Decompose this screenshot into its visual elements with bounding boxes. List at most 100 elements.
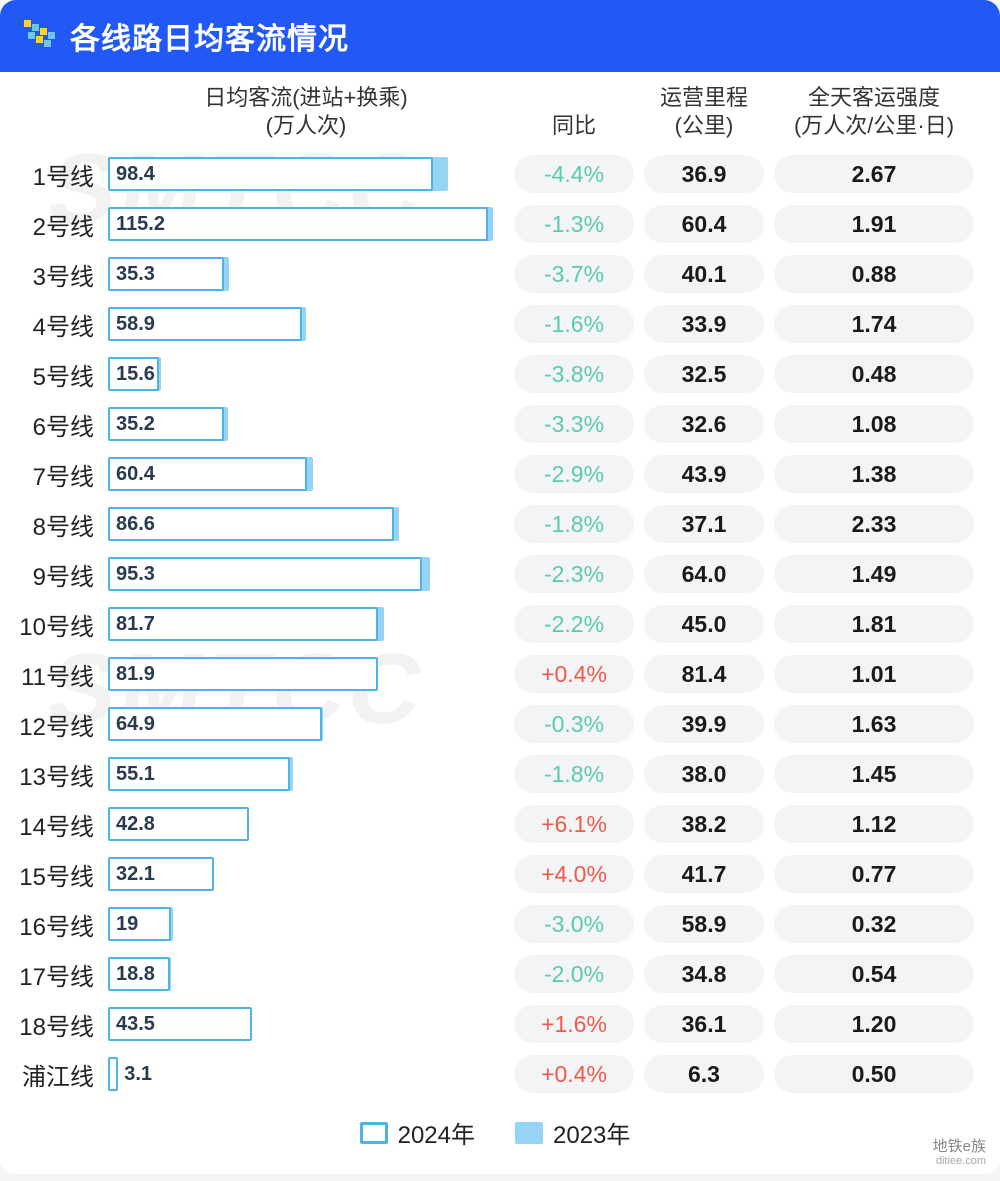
mileage-pill: 38.2 [644, 805, 764, 843]
bar-2024: 60.4 [108, 457, 307, 491]
bar-value: 35.3 [116, 263, 155, 286]
intensity-pill: 0.50 [774, 1055, 974, 1093]
line-name: 4号线 [8, 307, 98, 342]
mileage-pill: 60.4 [644, 205, 764, 243]
bar-2024: 81.7 [108, 607, 378, 641]
intensity-pill: 2.33 [774, 505, 974, 543]
bar-2024: 115.2 [108, 207, 488, 241]
bar-value: 55.1 [116, 763, 155, 786]
bar-cell: 35.2 [108, 407, 504, 441]
mileage-pill: 58.9 [644, 905, 764, 943]
bar-2024: 98.4 [108, 157, 433, 191]
mileage-pill: 32.6 [644, 405, 764, 443]
table-row: 11号线81.9+0.4%81.41.01 [8, 649, 982, 699]
chart-content: SMTCC SMTCC 日均客流(进站+换乘) (万人次) 同比 运营里程 (公… [0, 72, 1000, 1174]
line-name: 11号线 [8, 657, 98, 692]
intensity-pill: 0.54 [774, 955, 974, 993]
bar-cell: 55.1 [108, 757, 504, 791]
bar-cell: 18.8 [108, 957, 504, 991]
table-row: 7号线60.4-2.9%43.91.38 [8, 449, 982, 499]
bar-cell: 81.9 [108, 657, 504, 691]
table-row: 8号线86.6-1.8%37.12.33 [8, 499, 982, 549]
intensity-pill: 1.63 [774, 705, 974, 743]
table-row: 9号线95.3-2.3%64.01.49 [8, 549, 982, 599]
line-name: 18号线 [8, 1007, 98, 1042]
table-row: 12号线64.9-0.3%39.91.63 [8, 699, 982, 749]
intensity-pill: 1.74 [774, 305, 974, 343]
line-name: 8号线 [8, 507, 98, 542]
mileage-pill: 64.0 [644, 555, 764, 593]
bar-value: 95.3 [116, 563, 155, 586]
chart-title: 各线路日均客流情况 [70, 14, 349, 58]
data-rows: 1号线98.4-4.4%36.92.672号线115.2-1.3%60.41.9… [8, 149, 982, 1099]
legend-2024: 2024年 [360, 1115, 475, 1150]
bar-2024: 32.1 [108, 857, 214, 891]
bar-value: 43.5 [116, 1013, 155, 1036]
source-watermark: 地铁e族 ditiee.com [933, 1138, 986, 1168]
bar-cell: 64.9 [108, 707, 504, 741]
bar-2024: 58.9 [108, 307, 302, 341]
intensity-pill: 1.81 [774, 605, 974, 643]
yoy-pill: -1.8% [514, 505, 634, 543]
intensity-pill: 1.08 [774, 405, 974, 443]
bar-2024: 35.2 [108, 407, 224, 441]
bar-2024: 81.9 [108, 657, 378, 691]
yoy-pill: -2.3% [514, 555, 634, 593]
bar-cell: 35.3 [108, 257, 504, 291]
bar-2024 [108, 1057, 118, 1091]
bar-2024: 15.6 [108, 357, 159, 391]
line-name: 14号线 [8, 807, 98, 842]
mileage-pill: 38.0 [644, 755, 764, 793]
line-name: 1号线 [8, 157, 98, 192]
bar-cell: 43.5 [108, 1007, 504, 1041]
bar-value: 64.9 [116, 713, 155, 736]
mileage-pill: 45.0 [644, 605, 764, 643]
mileage-pill: 6.3 [644, 1055, 764, 1093]
col-header-traffic: 日均客流(进站+换乘) (万人次) [108, 84, 504, 139]
mileage-pill: 32.5 [644, 355, 764, 393]
intensity-pill: 1.12 [774, 805, 974, 843]
column-headers: 日均客流(进站+换乘) (万人次) 同比 运营里程 (公里) 全天客运强度 (万… [8, 84, 982, 139]
yoy-pill: -1.6% [514, 305, 634, 343]
yoy-pill: +0.4% [514, 1055, 634, 1093]
line-name: 2号线 [8, 207, 98, 242]
intensity-pill: 0.88 [774, 255, 974, 293]
intensity-pill: 2.67 [774, 155, 974, 193]
bar-2024: 18.8 [108, 957, 170, 991]
bar-cell: 60.4 [108, 457, 504, 491]
bar-cell: 81.7 [108, 607, 504, 641]
bar-2024: 86.6 [108, 507, 394, 541]
infographic-card: 各线路日均客流情况 SMTCC SMTCC 日均客流(进站+换乘) (万人次) … [0, 0, 1000, 1174]
bar-2024: 42.8 [108, 807, 249, 841]
yoy-pill: -2.2% [514, 605, 634, 643]
yoy-pill: -0.3% [514, 705, 634, 743]
bar-value: 86.6 [116, 513, 155, 536]
mileage-pill: 36.9 [644, 155, 764, 193]
bar-value: 19 [116, 913, 138, 936]
bar-cell: 58.9 [108, 307, 504, 341]
bar-value: 81.7 [116, 613, 155, 636]
bar-2024: 55.1 [108, 757, 290, 791]
table-row: 17号线18.8-2.0%34.80.54 [8, 949, 982, 999]
intensity-pill: 1.20 [774, 1005, 974, 1043]
line-name: 6号线 [8, 407, 98, 442]
legend-swatch-2023 [515, 1122, 543, 1144]
intensity-pill: 1.45 [774, 755, 974, 793]
intensity-pill: 1.01 [774, 655, 974, 693]
bar-value: 15.6 [116, 363, 155, 386]
bar-value: 98.4 [116, 163, 155, 186]
line-name: 9号线 [8, 557, 98, 592]
table-row: 2号线115.2-1.3%60.41.91 [8, 199, 982, 249]
line-name: 7号线 [8, 457, 98, 492]
bar-cell: 86.6 [108, 507, 504, 541]
bar-cell: 95.3 [108, 557, 504, 591]
line-name: 15号线 [8, 857, 98, 892]
legend-label-2024: 2024年 [398, 1115, 475, 1150]
table-row: 14号线42.8+6.1%38.21.12 [8, 799, 982, 849]
bar-cell: 19 [108, 907, 504, 941]
yoy-pill: -2.0% [514, 955, 634, 993]
mileage-pill: 43.9 [644, 455, 764, 493]
table-row: 3号线35.3-3.7%40.10.88 [8, 249, 982, 299]
bar-value: 32.1 [116, 863, 155, 886]
table-row: 18号线43.5+1.6%36.11.20 [8, 999, 982, 1049]
